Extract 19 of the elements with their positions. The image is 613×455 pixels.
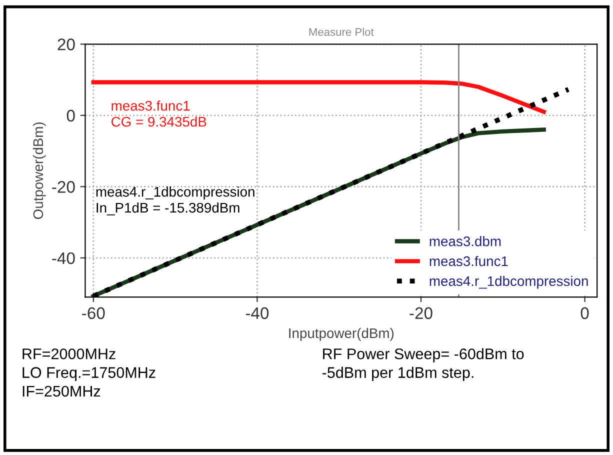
y-tick-label: 20 bbox=[58, 38, 75, 50]
legend-label: meas3.dbm bbox=[430, 236, 501, 246]
text: RF Power Sweep= -60dBm to -5dBm per 1dBm step. bbox=[322, 348, 524, 381]
x-tick-label: -40 bbox=[246, 307, 269, 320]
y-tick-label: -40 bbox=[52, 252, 75, 264]
line-series bbox=[91, 80, 546, 114]
chart-title: Measure Plot bbox=[309, 28, 374, 36]
x-axis-title: Inputpower(dBm) bbox=[289, 328, 394, 341]
x-tick-label: -60 bbox=[82, 307, 105, 320]
y-tick-label: 0 bbox=[66, 110, 75, 122]
y-tick-label: -20 bbox=[52, 181, 75, 193]
legend-label: meas3.func1 bbox=[430, 256, 508, 266]
annotation: meas3.func1 CG = 9.3435dB bbox=[112, 100, 206, 127]
x-tick-label: 0 bbox=[580, 307, 589, 320]
text: RF=2000MHz LO Freq.=1750MHz IF=250MHz bbox=[22, 348, 156, 397]
x-tick-label: -20 bbox=[410, 307, 432, 320]
annotation: meas4.r_1dbcompression In_P1dB = -15.389dBm bbox=[96, 186, 254, 216]
y-axis-title: Outpower(dBm) bbox=[32, 122, 46, 219]
legend-label: meas4.r_1dbcompression bbox=[430, 276, 588, 289]
